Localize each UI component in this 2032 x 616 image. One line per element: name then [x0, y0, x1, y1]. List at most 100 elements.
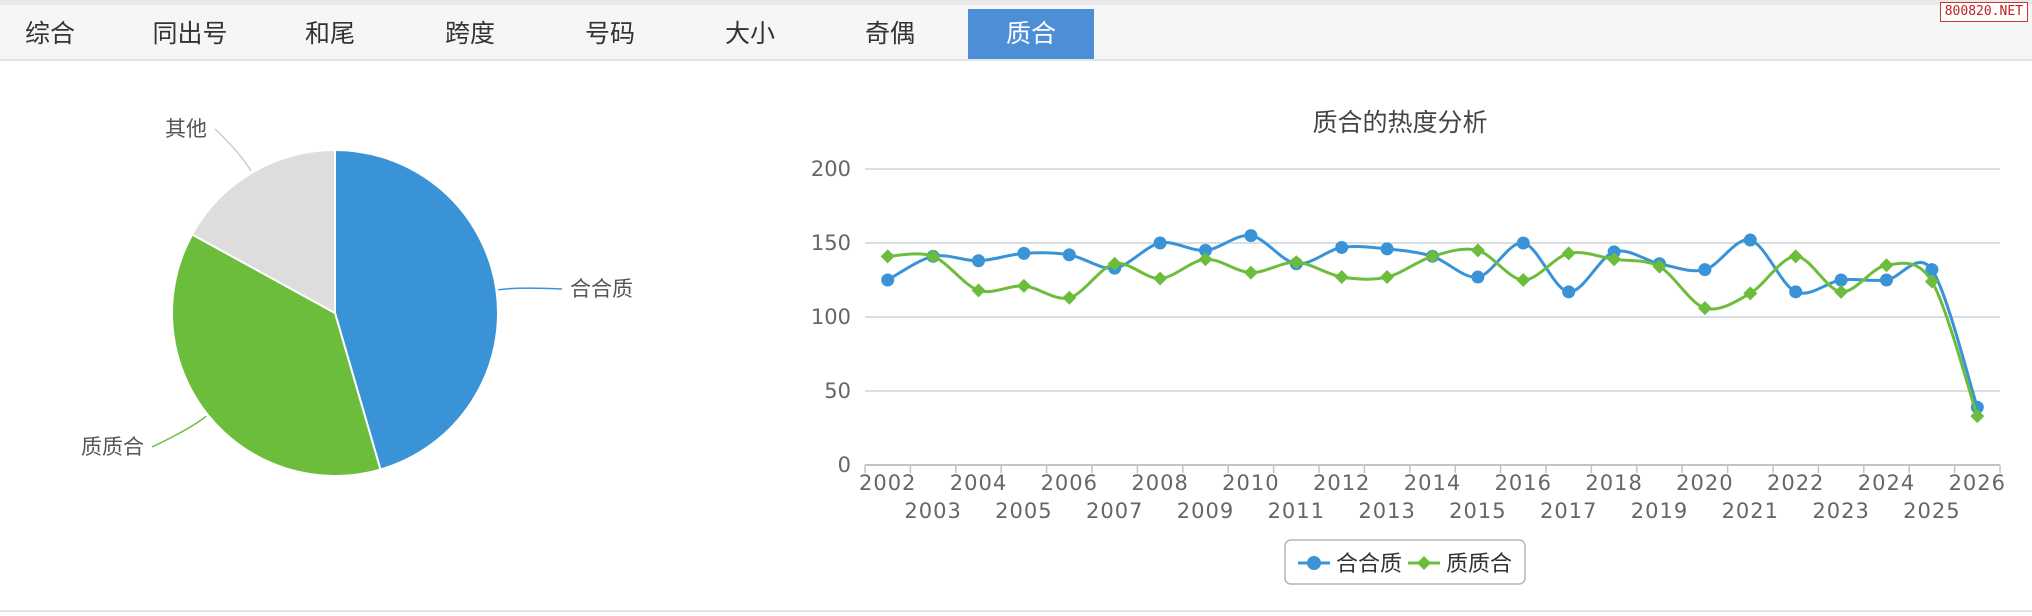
tab-kuadu[interactable]: 跨度: [444, 19, 495, 48]
tab-haoma[interactable]: 号码: [584, 19, 635, 48]
data-point[interactable]: [1153, 271, 1168, 286]
data-point[interactable]: [1470, 243, 1485, 258]
data-point[interactable]: [1834, 273, 1848, 287]
data-point[interactable]: [1834, 284, 1849, 299]
top-border: [0, 0, 2032, 5]
x-tick-label: 2002: [859, 471, 916, 495]
data-point[interactable]: [1879, 258, 1894, 273]
data-point[interactable]: [972, 254, 985, 268]
data-point[interactable]: [1562, 285, 1576, 299]
pie-label: 质质合: [81, 435, 144, 459]
legend-marker: [1417, 556, 1431, 570]
data-point[interactable]: [1017, 246, 1031, 260]
pie-connector: [151, 415, 207, 448]
x-tick-label: 2015: [1449, 499, 1506, 523]
y-tick-label: 0: [838, 453, 851, 477]
x-tick-label: 2007: [1086, 499, 1143, 523]
tab-jiou[interactable]: 奇偶: [864, 19, 915, 48]
data-point[interactable]: [1698, 263, 1712, 277]
tab-zhihe[interactable]: 质合: [968, 9, 1094, 59]
data-point[interactable]: [1199, 243, 1212, 257]
x-tick-label: 2024: [1858, 471, 1915, 495]
tab-daxiao[interactable]: 大小: [724, 19, 775, 48]
data-point[interactable]: [1334, 270, 1349, 285]
x-tick-label: 2018: [1585, 471, 1642, 495]
data-point[interactable]: [881, 273, 895, 287]
data-point[interactable]: [1062, 248, 1076, 262]
data-point[interactable]: [1516, 273, 1531, 287]
data-point[interactable]: [1924, 274, 1939, 289]
data-point[interactable]: [1289, 255, 1304, 270]
data-point[interactable]: [1925, 263, 1939, 277]
data-point[interactable]: [1198, 252, 1213, 267]
watermark: 800820.NET: [1939, 2, 2028, 22]
data-point[interactable]: [1516, 236, 1530, 250]
x-tick-label: 2017: [1540, 499, 1597, 523]
pie-slice[interactable]: [334, 148, 499, 471]
x-tick-label: 2005: [995, 499, 1052, 523]
x-tick-label: 2013: [1358, 499, 1415, 523]
data-point[interactable]: [1970, 409, 1985, 424]
x-tick-label: 2004: [950, 471, 1007, 495]
legend-label[interactable]: 合合质: [1336, 552, 1402, 577]
pie-slice[interactable]: [190, 148, 336, 315]
pie-label: 合合质: [570, 277, 633, 301]
data-point[interactable]: [1244, 229, 1258, 243]
data-point[interactable]: [1743, 286, 1758, 301]
data-point[interactable]: [880, 249, 895, 264]
x-tick-label: 2012: [1313, 471, 1370, 495]
line-chart: 质合的热度分析 0 50 100 150 200 2002 2003 2004 2005 2006…: [811, 108, 2006, 523]
data-point[interactable]: [1016, 278, 1031, 293]
data-point[interactable]: [971, 283, 986, 298]
tab-zonghe[interactable]: 综合: [24, 19, 75, 48]
x-tick-label: 2008: [1131, 471, 1188, 495]
data-point[interactable]: [1107, 256, 1122, 271]
x-tick-label: 2019: [1631, 499, 1688, 523]
x-tick-label: 2006: [1041, 471, 1098, 495]
data-point[interactable]: [1380, 242, 1394, 256]
data-point[interactable]: [1607, 252, 1622, 267]
pie-connector: [498, 287, 563, 291]
y-tick-label: 50: [824, 379, 851, 403]
y-tick-label: 150: [811, 231, 851, 255]
x-tick-label: 2021: [1722, 499, 1779, 523]
data-point[interactable]: [1471, 270, 1485, 284]
data-point[interactable]: [1789, 285, 1803, 299]
tab-tongchuhao[interactable]: 同出号: [152, 19, 228, 48]
data-point[interactable]: [1380, 270, 1395, 285]
tab-hewei[interactable]: 和尾: [304, 19, 355, 48]
x-tick-label: 2026: [1949, 471, 2006, 495]
legend-marker: [1307, 556, 1321, 570]
data-point[interactable]: [1561, 246, 1576, 261]
x-tick-label: 2009: [1177, 499, 1234, 523]
chart-title: 质合的热度分析: [1312, 108, 1487, 137]
data-point[interactable]: [1425, 249, 1440, 264]
x-tick-label: 2011: [1268, 499, 1325, 523]
legend-label[interactable]: 质质合: [1446, 552, 1512, 577]
data-point[interactable]: [1697, 301, 1712, 316]
x-tick-label: 2022: [1767, 471, 1824, 495]
x-tick-label: 2023: [1812, 499, 1869, 523]
y-tick-label: 200: [811, 157, 851, 181]
x-tick-label: 2025: [1903, 499, 1960, 523]
chart-legend: 合合质 质质合: [1284, 539, 1526, 585]
data-point[interactable]: [1652, 259, 1667, 274]
pie-connector: [214, 128, 252, 172]
data-point[interactable]: [1788, 249, 1803, 264]
data-point[interactable]: [1153, 236, 1167, 250]
x-tick-label: 2003: [904, 499, 961, 523]
data-point[interactable]: [1743, 233, 1757, 247]
x-tick-label: 2020: [1676, 471, 1733, 495]
data-point[interactable]: [1062, 290, 1077, 305]
data-point[interactable]: [1335, 240, 1349, 254]
data-point[interactable]: [1880, 273, 1893, 287]
data-point[interactable]: [1243, 265, 1258, 280]
x-tick-label: 2014: [1404, 471, 1461, 495]
data-point[interactable]: [1607, 245, 1621, 259]
x-tick-label: 2016: [1495, 471, 1552, 495]
data-point[interactable]: [926, 249, 941, 264]
pie-slice[interactable]: [171, 233, 382, 477]
bottom-border: [0, 610, 2032, 612]
